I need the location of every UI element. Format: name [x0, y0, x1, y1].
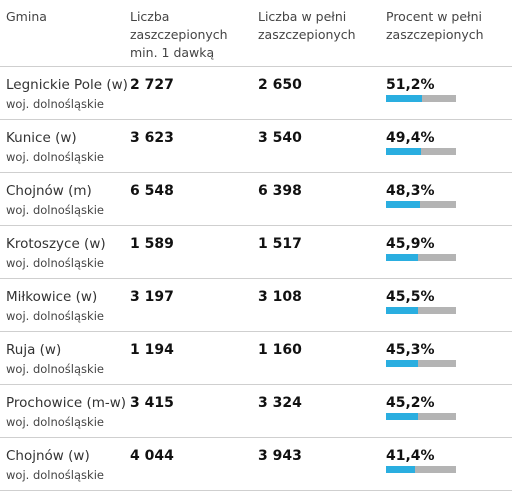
full-count: 3 108: [258, 289, 302, 305]
percent-bar-fill: [386, 466, 415, 473]
dose1-count: 4 044: [130, 448, 174, 464]
percent-bar: [386, 254, 456, 261]
table-row: Krotoszyce (w) woj. dolnośląskie 1 589 1 51…: [0, 226, 512, 279]
table-row: Chojnów (m) woj. dolnośląskie 6 548 6 398 48…: [0, 173, 512, 226]
full-count: 2 650: [258, 77, 302, 93]
gmina-region: woj. dolnośląskie: [6, 309, 104, 323]
gmina-name: Chojnów (m): [6, 183, 92, 199]
table-header: Gmina Liczba zaszczepionych min. 1 dawką…: [0, 0, 512, 67]
percent-value: 51,2%: [386, 77, 435, 93]
percent-bar-fill: [386, 201, 420, 208]
dose1-count: 1 589: [130, 236, 174, 252]
percent-bar: [386, 307, 456, 314]
header-percent[interactable]: Procent w pełni zaszczepionych: [386, 9, 484, 42]
percent-bar: [386, 201, 456, 208]
dose1-count: 6 548: [130, 183, 174, 199]
percent-value: 49,4%: [386, 130, 435, 146]
percent-value: 41,4%: [386, 448, 435, 464]
gmina-name: Miłkowice (w): [6, 289, 98, 305]
gmina-name: Prochowice (m-w): [6, 395, 127, 411]
gmina-region: woj. dolnośląskie: [6, 97, 104, 111]
gmina-region: woj. dolnośląskie: [6, 150, 104, 164]
vaccination-table: Gmina Liczba zaszczepionych min. 1 dawką…: [0, 0, 512, 491]
percent-bar-fill: [386, 254, 419, 261]
header-gmina[interactable]: Gmina: [6, 9, 47, 24]
percent-bar-fill: [386, 148, 421, 155]
table-row: Prochowice (m-w) woj. dolnośląskie 3 415 3 …: [0, 385, 512, 438]
percent-value: 45,5%: [386, 289, 435, 305]
table-row: Chojnów (w) woj. dolnośląskie 4 044 3 943 41…: [0, 438, 512, 491]
percent-bar-fill: [386, 413, 418, 420]
table-row: Ruja (w) woj. dolnośląskie 1 194 1 160 45,3%: [0, 332, 512, 385]
full-count: 6 398: [258, 183, 302, 199]
header-dose1[interactable]: Liczba zaszczepionych min. 1 dawką: [130, 9, 228, 60]
dose1-count: 1 194: [130, 342, 174, 358]
gmina-name: Legnickie Pole (w): [6, 77, 128, 93]
full-count: 1 517: [258, 236, 302, 252]
dose1-count: 3 623: [130, 130, 174, 146]
gmina-name: Ruja (w): [6, 342, 62, 358]
dose1-count: 3 415: [130, 395, 174, 411]
percent-bar: [386, 148, 456, 155]
percent-bar: [386, 413, 456, 420]
gmina-region: woj. dolnośląskie: [6, 415, 104, 429]
dose1-count: 2 727: [130, 77, 174, 93]
percent-bar: [386, 466, 456, 473]
percent-bar-fill: [386, 307, 418, 314]
percent-value: 45,3%: [386, 342, 435, 358]
table-row: Miłkowice (w) woj. dolnośląskie 3 197 3 108…: [0, 279, 512, 332]
percent-bar: [386, 95, 456, 102]
gmina-region: woj. dolnośląskie: [6, 468, 104, 482]
gmina-name: Chojnów (w): [6, 448, 90, 464]
full-count: 3 943: [258, 448, 302, 464]
dose1-count: 3 197: [130, 289, 174, 305]
percent-value: 45,2%: [386, 395, 435, 411]
gmina-region: woj. dolnośląskie: [6, 362, 104, 376]
percent-bar: [386, 360, 456, 367]
full-count: 1 160: [258, 342, 302, 358]
gmina-region: woj. dolnośląskie: [6, 203, 104, 217]
table-row: Legnickie Pole (w) woj. dolnośląskie 2 727…: [0, 67, 512, 120]
gmina-name: Kunice (w): [6, 130, 77, 146]
table-row: Kunice (w) woj. dolnośląskie 3 623 3 540 49,…: [0, 120, 512, 173]
gmina-name: Krotoszyce (w): [6, 236, 106, 252]
percent-value: 48,3%: [386, 183, 435, 199]
full-count: 3 324: [258, 395, 302, 411]
table-body: Legnickie Pole (w) woj. dolnośląskie 2 727…: [0, 67, 512, 491]
gmina-region: woj. dolnośląskie: [6, 256, 104, 270]
percent-bar-fill: [386, 95, 422, 102]
percent-bar-fill: [386, 360, 418, 367]
full-count: 3 540: [258, 130, 302, 146]
percent-value: 45,9%: [386, 236, 435, 252]
header-full[interactable]: Liczba w pełni zaszczepionych: [258, 9, 356, 42]
